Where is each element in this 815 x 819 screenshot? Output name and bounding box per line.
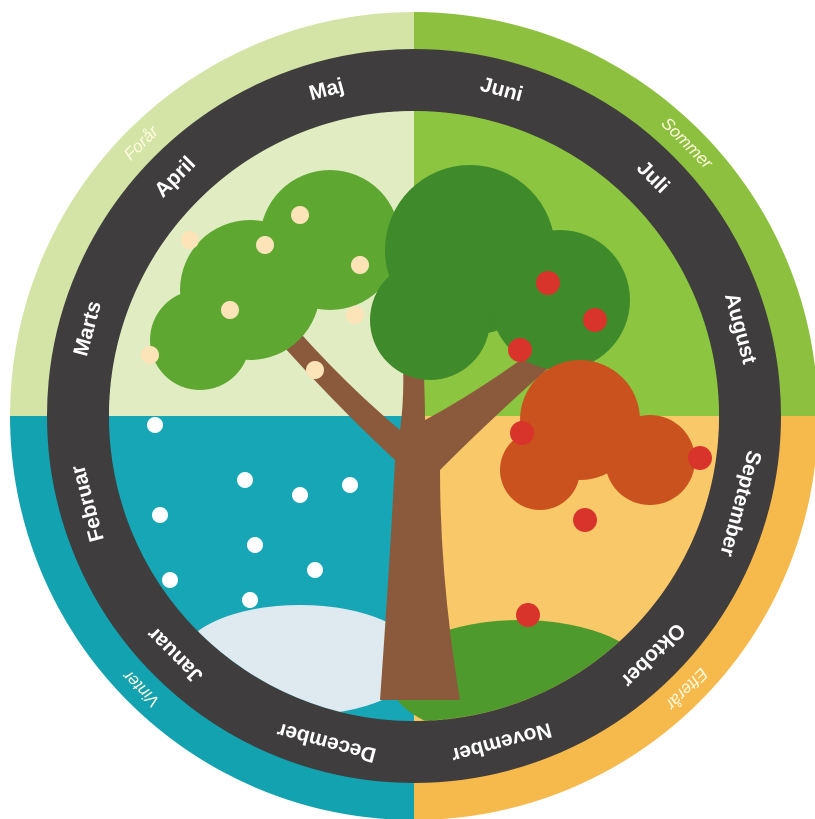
season-wheel: JanuarFebruarMartsAprilMajJuniJuliAugust… bbox=[0, 0, 815, 819]
